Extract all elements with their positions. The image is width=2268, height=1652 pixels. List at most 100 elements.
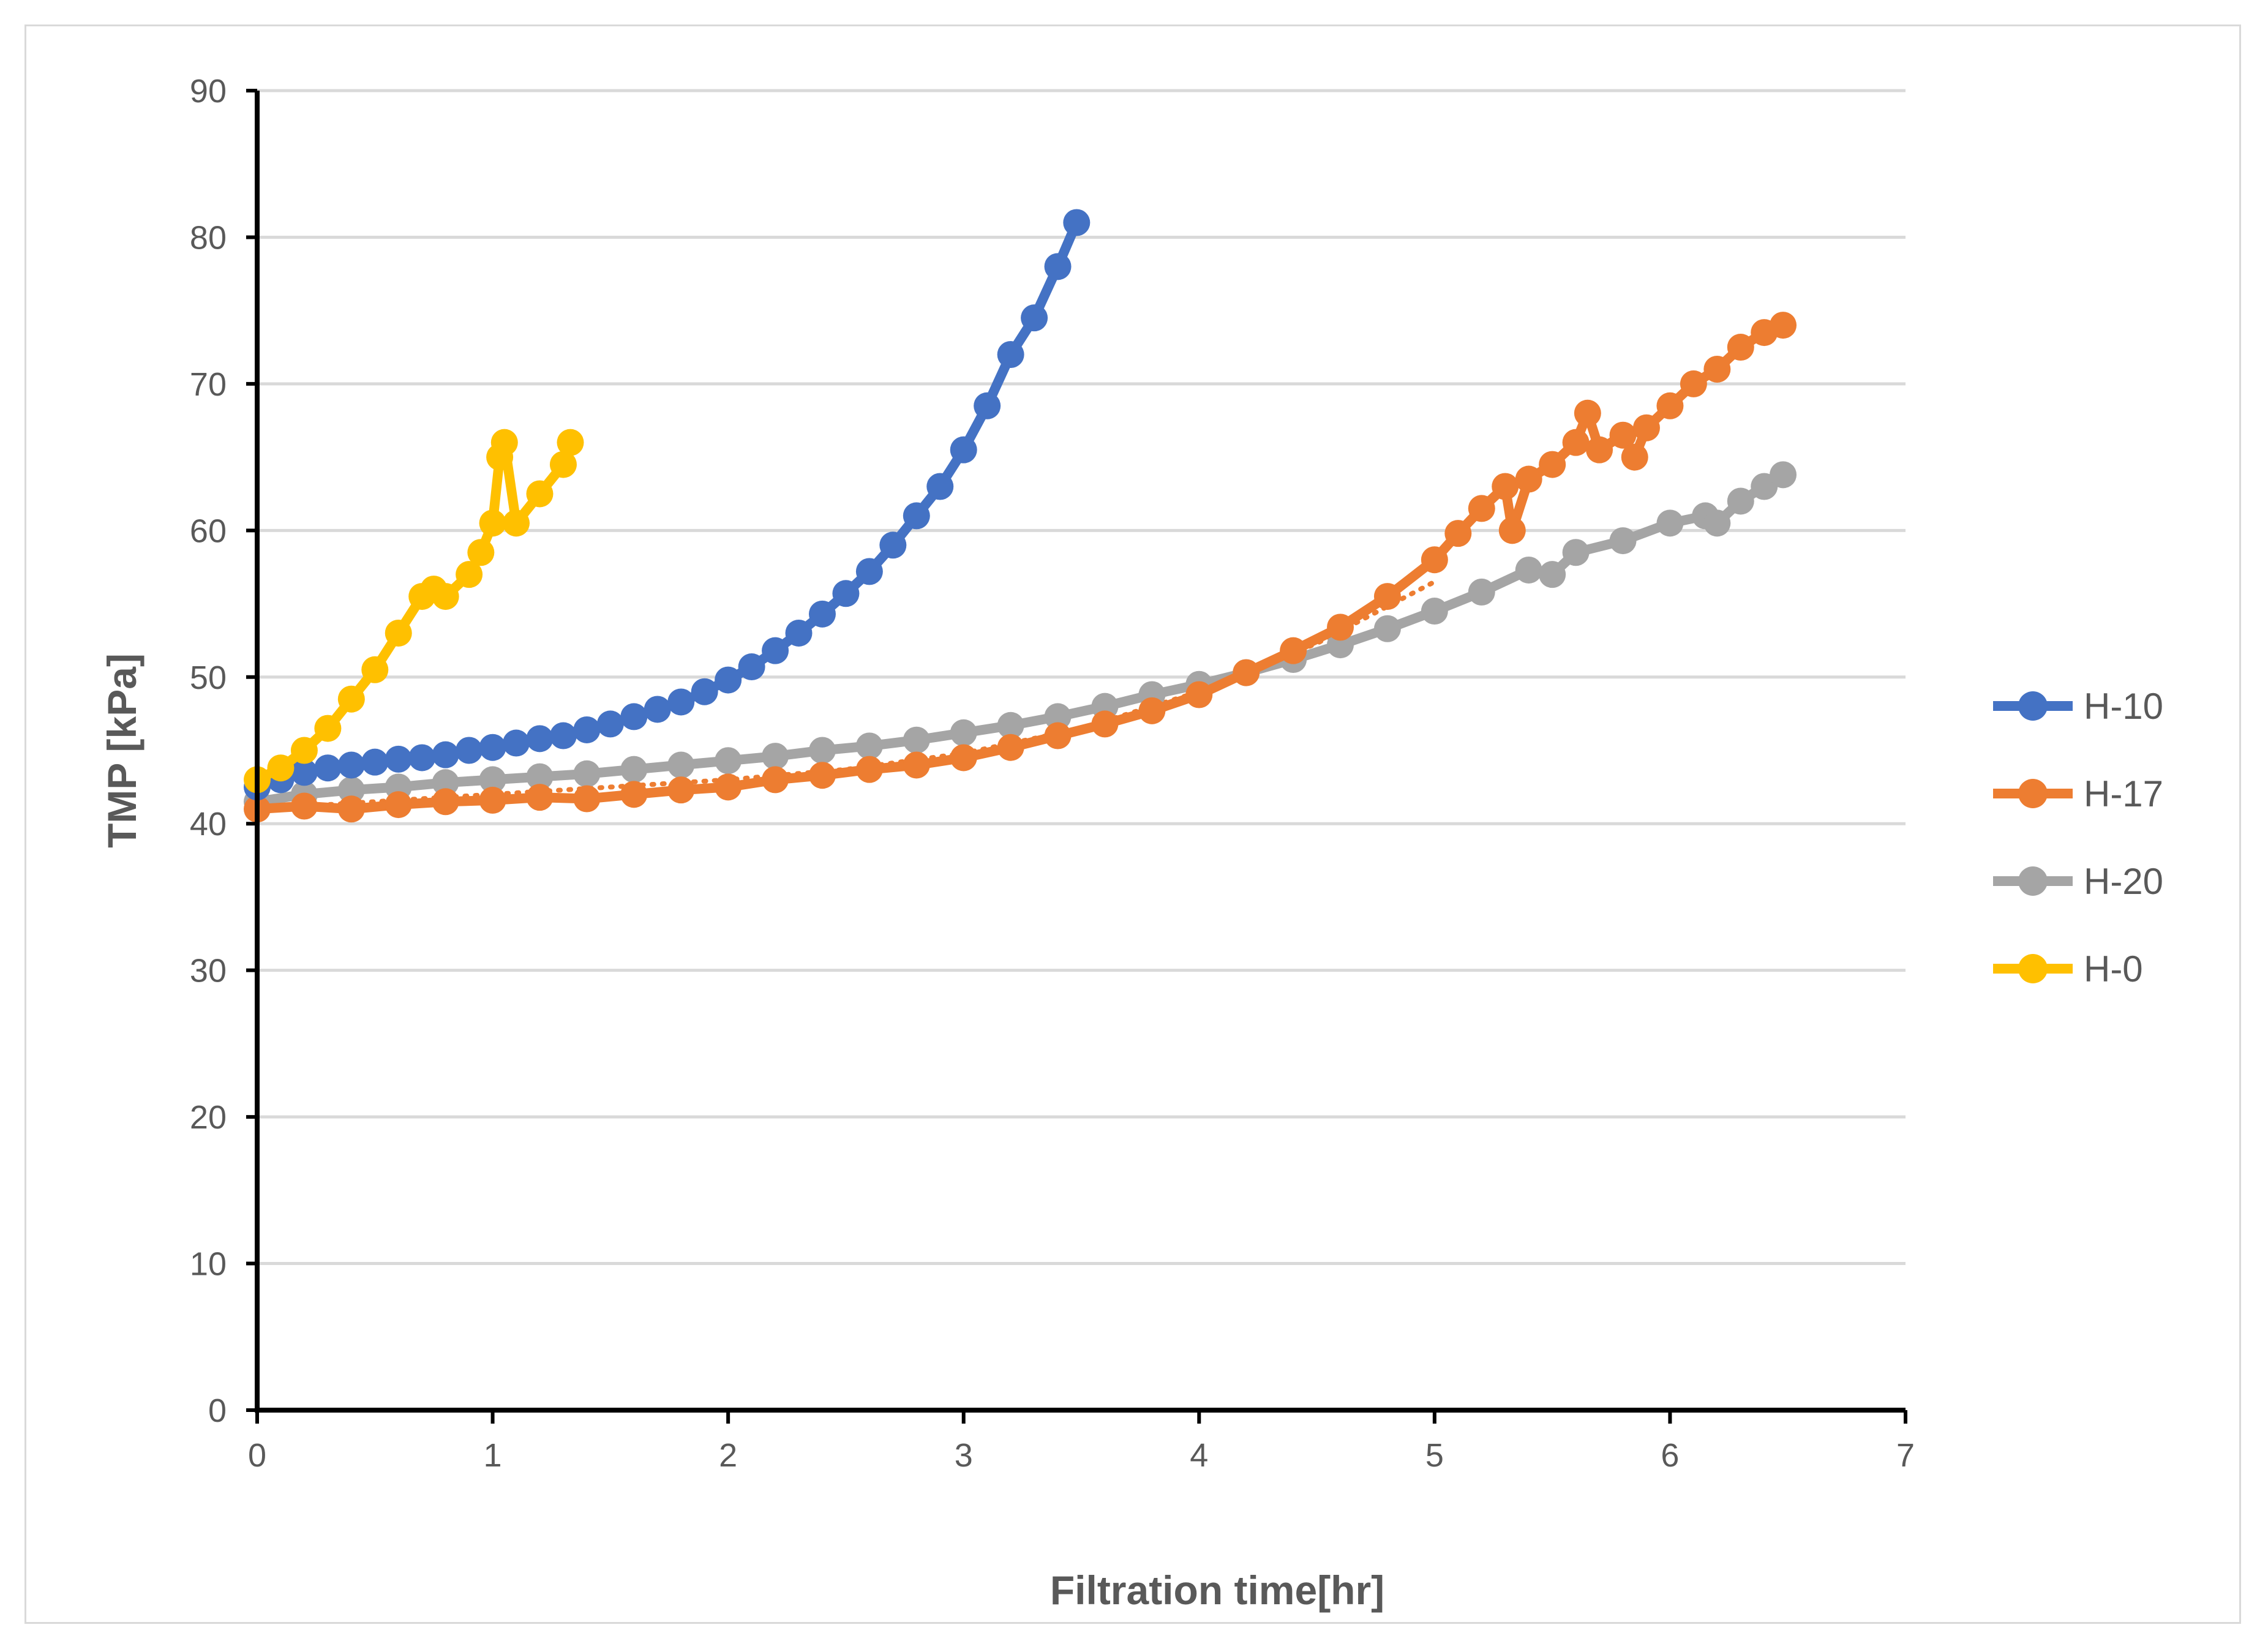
point-h-17 [1138, 697, 1166, 724]
point-h-0 [290, 737, 318, 764]
y-tick-label: 50 [190, 659, 227, 696]
point-h-20 [715, 747, 742, 775]
legend-item-h-10: H-10 [1993, 686, 2163, 727]
point-h-20 [997, 711, 1024, 739]
point-h-0 [479, 509, 506, 537]
point-h-17 [1091, 710, 1119, 738]
point-h-0 [361, 656, 389, 683]
x-tick-label: 3 [955, 1437, 973, 1474]
point-h-17 [1609, 421, 1637, 449]
point-h-20 [1421, 598, 1448, 625]
point-h-17 [997, 734, 1024, 761]
legend-label: H-20 [2084, 861, 2163, 902]
point-h-0 [432, 583, 459, 610]
point-h-17 [1632, 414, 1660, 441]
y-axis-title: TMP [kPa] [99, 653, 145, 848]
point-h-10 [408, 744, 436, 772]
point-h-20 [903, 726, 930, 754]
point-h-10 [1063, 209, 1091, 236]
point-h-17 [620, 781, 648, 808]
point-h-17 [1770, 312, 1797, 339]
point-h-0 [337, 685, 365, 713]
y-tick-label: 10 [190, 1246, 227, 1283]
point-h-17 [290, 792, 318, 820]
legend-swatch-marker [2018, 691, 2048, 721]
point-h-10 [479, 734, 506, 761]
y-tick-label: 70 [190, 366, 227, 403]
point-h-20 [1656, 509, 1684, 537]
point-h-10 [549, 722, 577, 749]
x-tick-label: 5 [1425, 1437, 1444, 1474]
point-h-10 [314, 754, 342, 782]
point-h-0 [526, 480, 554, 508]
point-h-17 [762, 766, 789, 794]
point-h-17 [1373, 583, 1401, 610]
y-tick-label: 90 [190, 73, 227, 110]
point-h-0 [549, 451, 577, 478]
point-h-17 [1680, 370, 1707, 397]
point-h-20 [808, 737, 836, 764]
series-h-17 [244, 312, 1797, 823]
point-h-10 [974, 392, 1001, 419]
point-h-0 [456, 561, 483, 588]
point-h-10 [1021, 304, 1048, 332]
point-h-20 [855, 732, 883, 760]
point-h-17 [573, 785, 601, 813]
point-h-10 [715, 666, 742, 694]
y-tick-label: 60 [190, 512, 227, 549]
point-h-17 [479, 786, 506, 814]
point-h-17 [1574, 399, 1601, 427]
point-h-10 [620, 703, 648, 730]
y-tick-label: 0 [208, 1392, 227, 1429]
y-tick-label: 20 [190, 1099, 227, 1136]
legend-swatch-marker [2018, 779, 2048, 808]
point-h-10 [432, 741, 459, 768]
plot-series [244, 209, 1797, 823]
point-h-0 [490, 429, 518, 456]
point-h-10 [644, 696, 671, 723]
point-h-10 [290, 759, 318, 786]
point-h-20 [762, 743, 789, 770]
legend: H-10 H-17 H-20 H-0 [1993, 686, 2163, 989]
point-h-0 [557, 429, 584, 456]
x-tick-label: 0 [248, 1437, 266, 1474]
point-h-17 [1703, 355, 1731, 383]
gridlines [257, 89, 1906, 1266]
point-h-0 [503, 509, 530, 537]
point-h-17 [385, 791, 412, 819]
point-h-10 [738, 653, 765, 681]
point-h-17 [1492, 473, 1519, 500]
ticks: 0 10 20 30 40 50 60 70 80 90 0 1 2 3 4 5 6 7 [190, 73, 1915, 1474]
x-axis-title: Filtration time[hr] [1050, 1568, 1384, 1613]
point-h-17 [432, 788, 459, 816]
point-h-17 [526, 784, 554, 811]
point-h-0 [385, 619, 412, 647]
legend-label: H-0 [2084, 948, 2143, 989]
point-h-17 [1327, 614, 1354, 641]
point-h-17 [667, 776, 695, 804]
series-h-20 [244, 461, 1797, 816]
point-h-17 [1444, 520, 1472, 547]
point-h-20 [337, 776, 365, 804]
point-h-17 [1468, 495, 1495, 522]
point-h-20 [1727, 487, 1754, 515]
point-h-17 [903, 751, 930, 779]
point-h-10 [667, 688, 695, 716]
point-h-20 [1770, 461, 1797, 489]
point-h-10 [573, 716, 601, 743]
point-h-10 [385, 745, 412, 773]
point-h-10 [691, 678, 718, 705]
point-h-10 [832, 580, 860, 607]
legend-item-h-17: H-17 [1993, 773, 2163, 814]
legend-label: H-17 [2084, 773, 2163, 814]
axes [255, 91, 1906, 1413]
legend-swatch-marker [2018, 866, 2048, 896]
x-tick-label: 7 [1896, 1437, 1915, 1474]
x-tick-label: 1 [484, 1437, 502, 1474]
point-h-10 [785, 619, 813, 647]
point-h-17 [1044, 722, 1072, 749]
point-h-17 [855, 756, 883, 783]
point-h-10 [456, 737, 483, 764]
point-h-17 [1727, 334, 1754, 361]
